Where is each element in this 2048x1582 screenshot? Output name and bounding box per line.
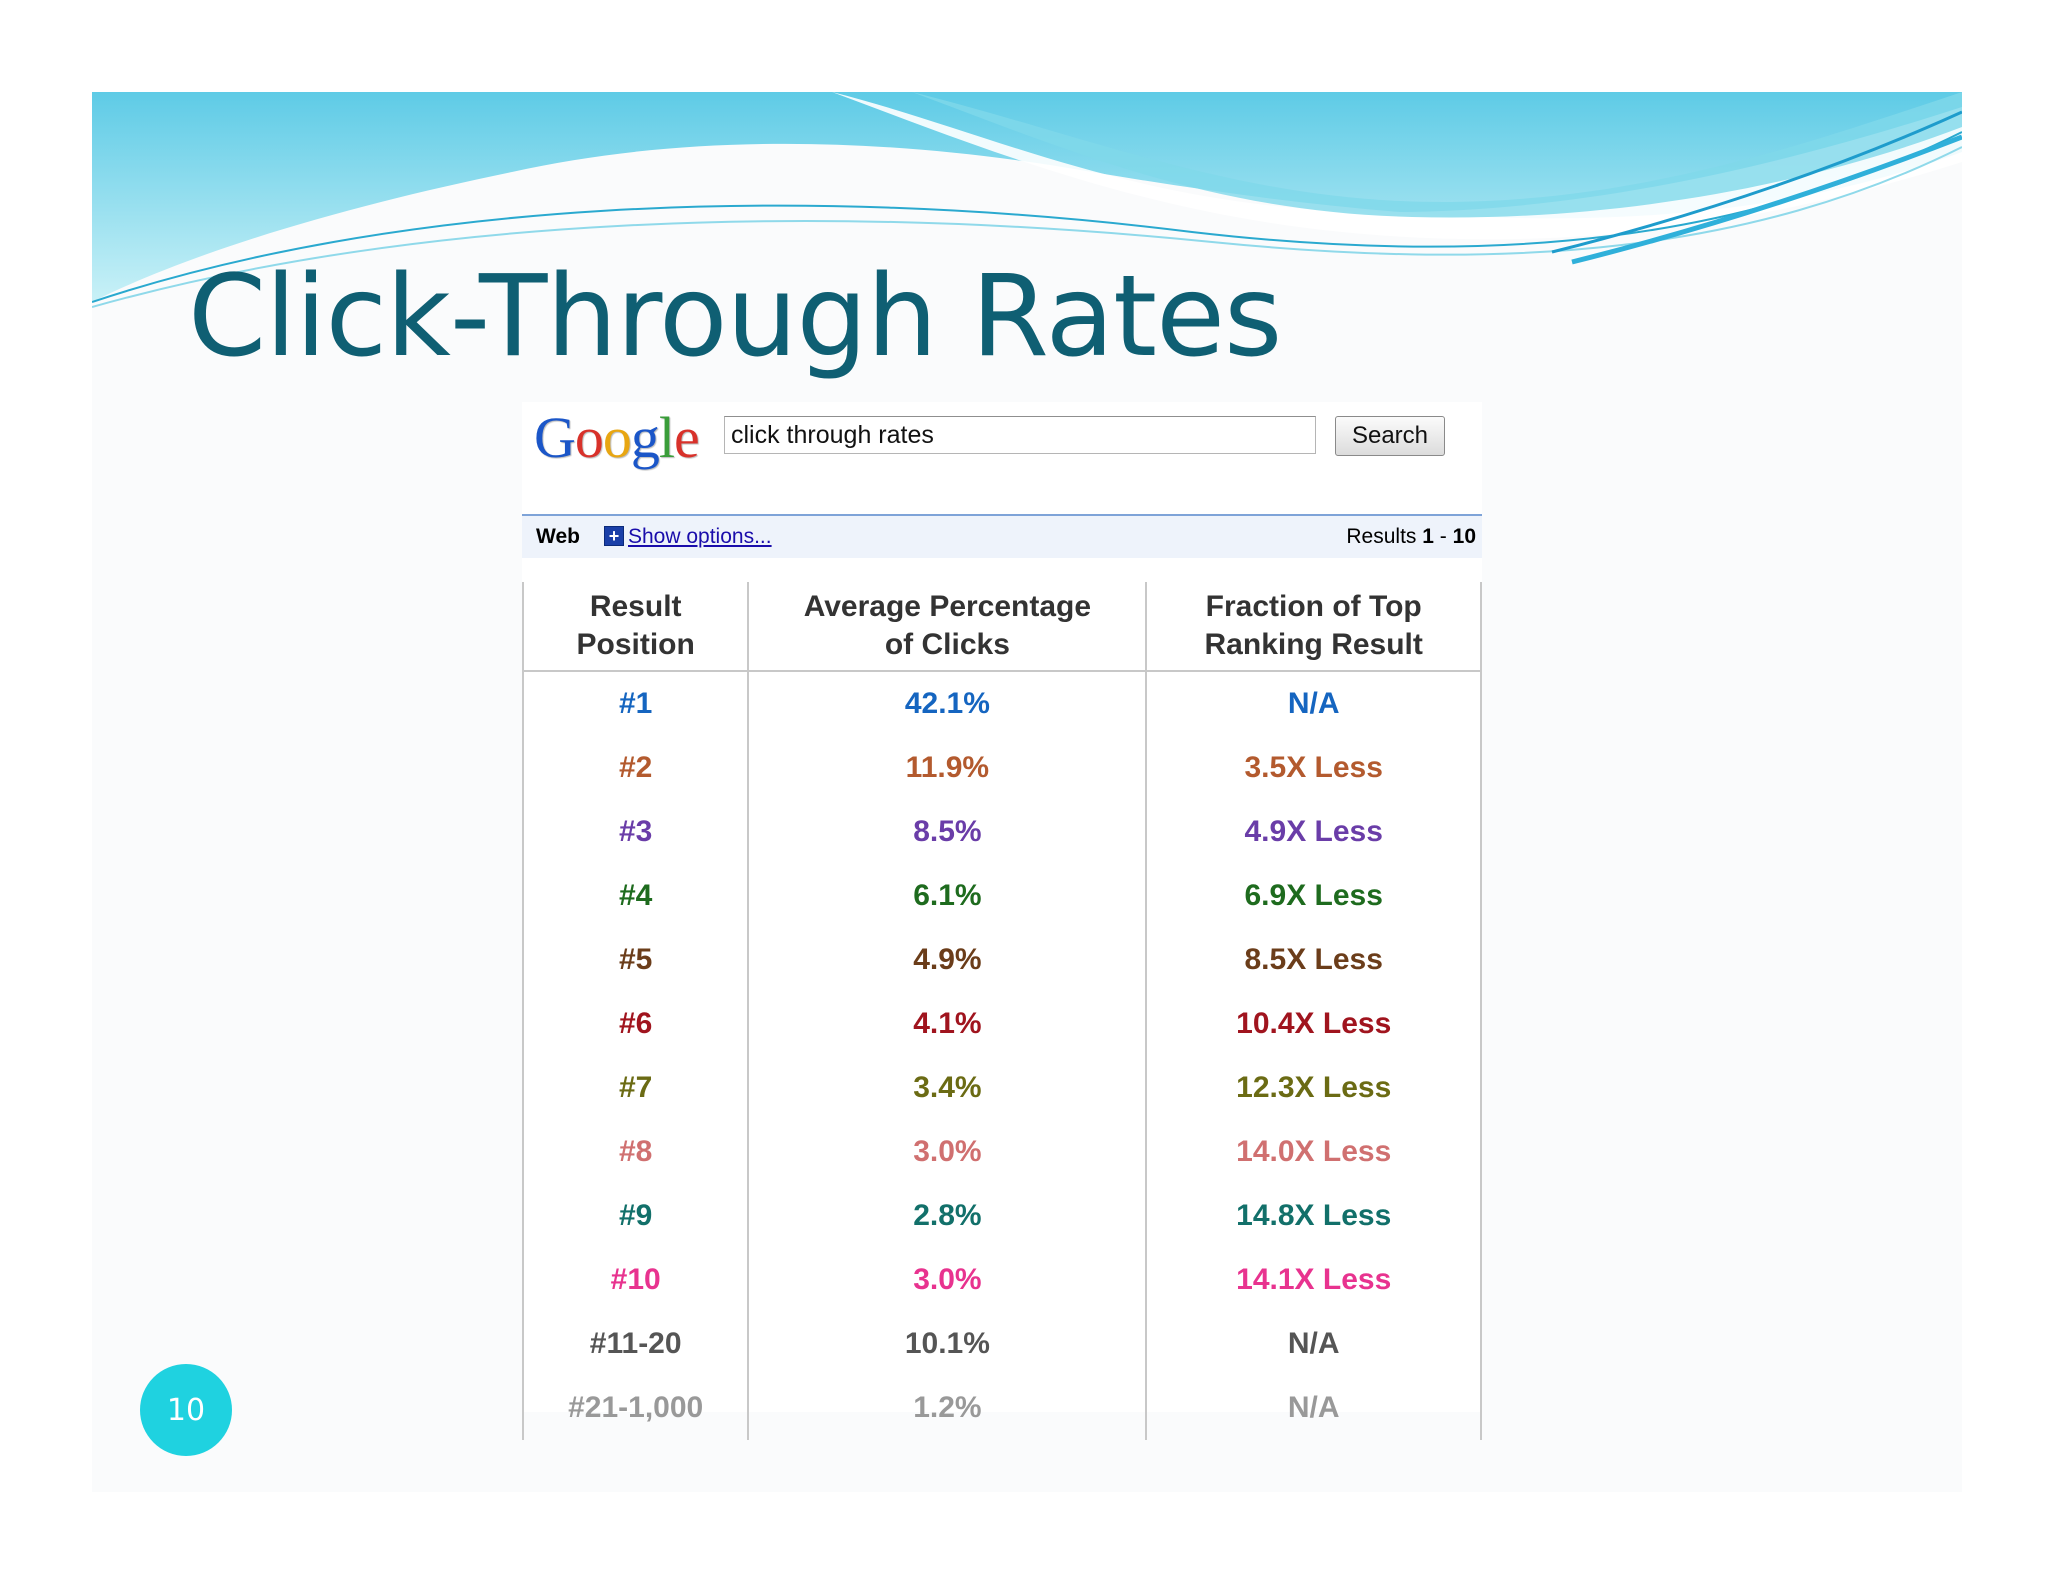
cell-percent: 8.5% xyxy=(747,800,1147,864)
table-header-row: Result Position Average Percentage of Clic… xyxy=(521,582,1482,672)
cell-fraction: 14.1X Less xyxy=(1145,1248,1482,1312)
cell-position: #6 xyxy=(521,992,749,1056)
cell-percent: 3.0% xyxy=(747,1248,1147,1312)
table-row: #3 8.5% 4.9X Less xyxy=(521,800,1482,864)
search-input[interactable] xyxy=(724,416,1316,454)
table-row: #8 3.0% 14.0X Less xyxy=(521,1120,1482,1184)
page-number-badge: 10 xyxy=(140,1364,232,1456)
table-row: #10 3.0% 14.1X Less xyxy=(521,1248,1482,1312)
header-wave-decoration xyxy=(92,92,1962,308)
show-options-link[interactable]: Show options... xyxy=(628,525,772,548)
cell-fraction: N/A xyxy=(1145,671,1482,736)
cell-position: #7 xyxy=(521,1056,749,1120)
cell-percent: 4.1% xyxy=(747,992,1147,1056)
cell-percent: 2.8% xyxy=(747,1184,1147,1248)
cell-percent: 3.0% xyxy=(747,1120,1147,1184)
cell-percent: 10.1% xyxy=(747,1312,1147,1376)
cell-percent: 4.9% xyxy=(747,928,1147,992)
cell-fraction: 3.5X Less xyxy=(1145,736,1482,800)
header-result-position: Result Position xyxy=(521,582,749,672)
table-body: #1 42.1% N/A #2 11.9% 3.5X Less #3 8.5% 4.9X Les… xyxy=(521,671,1482,1440)
cell-percent: 3.4% xyxy=(747,1056,1147,1120)
cell-position: #1 xyxy=(521,671,749,736)
cell-fraction: 14.8X Less xyxy=(1145,1184,1482,1248)
cell-fraction: 6.9X Less xyxy=(1145,864,1482,928)
cell-position: #5 xyxy=(521,928,749,992)
table-row: #9 2.8% 14.8X Less xyxy=(521,1184,1482,1248)
cell-position: #11-20 xyxy=(521,1312,749,1376)
cell-position: #8 xyxy=(521,1120,749,1184)
header-fraction-of-top: Fraction of Top Ranking Result xyxy=(1145,582,1482,672)
google-results-screenshot: Google Search Web + Show options... Resu… xyxy=(521,402,1482,1440)
cell-fraction: N/A xyxy=(1145,1312,1482,1376)
table-row: #5 4.9% 8.5X Less xyxy=(521,928,1482,992)
cell-fraction: 12.3X Less xyxy=(1145,1056,1482,1120)
cell-fraction: 4.9X Less xyxy=(1145,800,1482,864)
header-average-percentage: Average Percentage of Clicks xyxy=(747,582,1147,672)
table-row: #21-1,000 1.2% N/A xyxy=(521,1376,1482,1440)
plus-icon[interactable]: + xyxy=(604,526,624,546)
cell-percent: 11.9% xyxy=(747,736,1147,800)
table-row: #4 6.1% 6.9X Less xyxy=(521,864,1482,928)
table-row: #1 42.1% N/A xyxy=(521,671,1482,736)
cell-percent: 1.2% xyxy=(747,1376,1147,1440)
cell-fraction: 14.0X Less xyxy=(1145,1120,1482,1184)
search-button[interactable]: Search xyxy=(1335,416,1445,456)
table-row: #7 3.4% 12.3X Less xyxy=(521,1056,1482,1120)
google-logo: Google xyxy=(534,405,700,470)
cell-position: #4 xyxy=(521,864,749,928)
cell-position: #3 xyxy=(521,800,749,864)
cell-percent: 6.1% xyxy=(747,864,1147,928)
cell-position: #9 xyxy=(521,1184,749,1248)
table-row: #2 11.9% 3.5X Less xyxy=(521,736,1482,800)
cell-fraction: 10.4X Less xyxy=(1145,992,1482,1056)
tab-web[interactable]: Web xyxy=(536,525,580,548)
cell-fraction: 8.5X Less xyxy=(1145,928,1482,992)
cell-percent: 42.1% xyxy=(747,671,1147,736)
cell-position: #10 xyxy=(521,1248,749,1312)
table-row: #11-20 10.1% N/A xyxy=(521,1312,1482,1376)
cell-position: #2 xyxy=(521,736,749,800)
results-count: Results 1 - 10 xyxy=(1346,525,1476,548)
table-row: #6 4.1% 10.4X Less xyxy=(521,992,1482,1056)
ctr-table: Result Position Average Percentage of Clic… xyxy=(521,582,1482,1440)
slide-title: Click-Through Rates xyxy=(188,252,1282,382)
cell-position: #21-1,000 xyxy=(521,1376,749,1440)
slide: Click-Through Rates Google Search Web + … xyxy=(92,92,1962,1492)
results-bar: Web + Show options... Results 1 - 10 xyxy=(522,514,1482,558)
cell-fraction: N/A xyxy=(1145,1376,1482,1440)
